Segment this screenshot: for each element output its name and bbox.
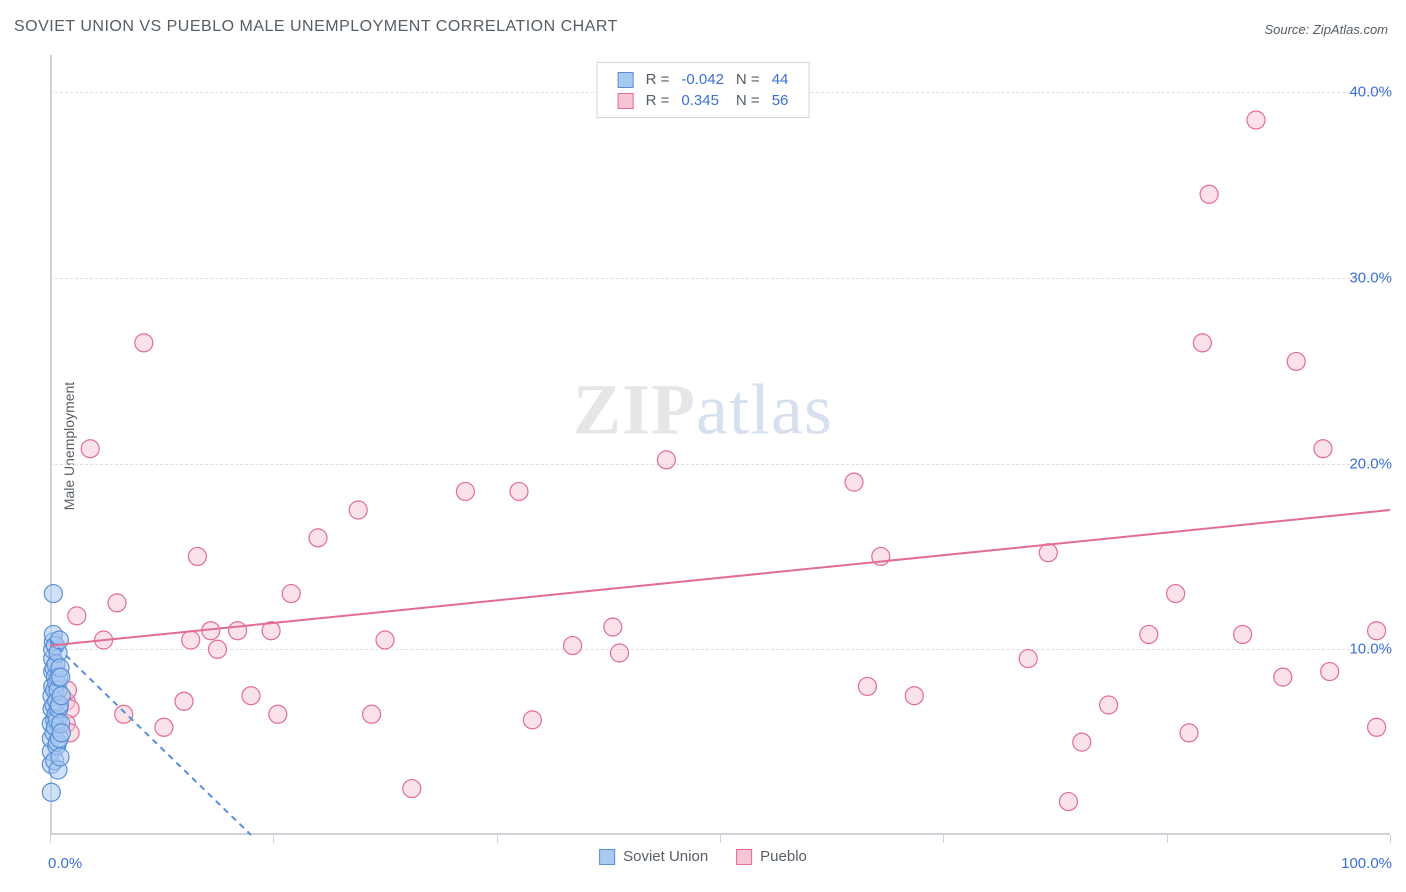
data-point: [1140, 625, 1158, 643]
data-point: [604, 618, 622, 636]
data-point: [611, 644, 629, 662]
x-tick-0: 0.0%: [48, 855, 82, 872]
legend-item-soviet: Soviet Union: [599, 848, 708, 865]
data-point: [1073, 733, 1091, 751]
data-point: [1200, 185, 1218, 203]
data-point: [845, 473, 863, 491]
correlation-legend: R = -0.042 N = 44 R = 0.345 N = 56: [597, 62, 810, 118]
data-point: [51, 748, 69, 766]
data-point: [269, 705, 287, 723]
data-point: [52, 724, 70, 742]
x-tick: [50, 835, 51, 843]
data-point: [1167, 585, 1185, 603]
data-point: [175, 692, 193, 710]
data-point: [1368, 622, 1386, 640]
data-point: [1019, 650, 1037, 668]
x-tick-100: 100.0%: [1341, 855, 1392, 872]
n-label: N =: [730, 90, 766, 111]
data-point: [858, 677, 876, 695]
legend-label-pueblo: Pueblo: [760, 848, 807, 865]
data-point: [44, 585, 62, 603]
data-point: [1247, 111, 1265, 129]
data-point: [309, 529, 327, 547]
n-label: N =: [730, 69, 766, 90]
r-label: R =: [640, 90, 676, 111]
x-tick: [273, 835, 274, 843]
data-point: [1314, 440, 1332, 458]
data-point: [1039, 544, 1057, 562]
data-point: [52, 687, 70, 705]
legend-swatch-soviet: [599, 849, 615, 865]
data-point: [349, 501, 367, 519]
data-point: [510, 482, 528, 500]
data-point: [242, 687, 260, 705]
legend-row-soviet: R = -0.042 N = 44: [612, 69, 795, 90]
trend-line-soviet: [50, 640, 251, 835]
legend-item-pueblo: Pueblo: [736, 848, 807, 865]
data-point: [209, 640, 227, 658]
data-point: [229, 622, 247, 640]
data-point: [182, 631, 200, 649]
data-point: [403, 780, 421, 798]
data-point: [1193, 334, 1211, 352]
data-point: [282, 585, 300, 603]
x-tick: [497, 835, 498, 843]
series-pueblo-points: [57, 111, 1386, 811]
data-point: [564, 637, 582, 655]
legend-swatch-pueblo: [618, 93, 634, 109]
data-point: [135, 334, 153, 352]
chart-title: SOVIET UNION VS PUEBLO MALE UNEMPLOYMENT…: [14, 18, 618, 36]
scatter-svg: [50, 55, 1390, 835]
legend-swatch-soviet: [618, 72, 634, 88]
data-point: [363, 705, 381, 723]
r-value-soviet: -0.042: [675, 69, 730, 90]
x-tick: [943, 835, 944, 843]
r-label: R =: [640, 69, 676, 90]
data-point: [1321, 663, 1339, 681]
data-point: [523, 711, 541, 729]
data-point: [1287, 352, 1305, 370]
x-tick: [1167, 835, 1168, 843]
legend-swatch-pueblo: [736, 849, 752, 865]
data-point: [188, 547, 206, 565]
legend-row-pueblo: R = 0.345 N = 56: [612, 90, 795, 111]
data-point: [905, 687, 923, 705]
data-point: [108, 594, 126, 612]
data-point: [81, 440, 99, 458]
series-legend: Soviet Union Pueblo: [599, 848, 807, 865]
data-point: [456, 482, 474, 500]
x-tick: [720, 835, 721, 843]
n-value-pueblo: 56: [766, 90, 795, 111]
data-point: [68, 607, 86, 625]
data-point: [1180, 724, 1198, 742]
n-value-soviet: 44: [766, 69, 795, 90]
data-point: [1368, 718, 1386, 736]
data-point: [376, 631, 394, 649]
legend-label-soviet: Soviet Union: [623, 848, 708, 865]
trend-line-pueblo: [50, 510, 1390, 646]
data-point: [1274, 668, 1292, 686]
data-point: [1100, 696, 1118, 714]
data-point: [155, 718, 173, 736]
data-point: [115, 705, 133, 723]
source-attribution: Source: ZipAtlas.com: [1264, 22, 1388, 37]
r-value-pueblo: 0.345: [675, 90, 730, 111]
data-point: [42, 783, 60, 801]
data-point: [52, 668, 70, 686]
x-tick: [1390, 835, 1391, 843]
data-point: [657, 451, 675, 469]
data-point: [1234, 625, 1252, 643]
data-point: [1059, 793, 1077, 811]
data-point: [50, 631, 68, 649]
series-soviet-points: [42, 585, 70, 802]
